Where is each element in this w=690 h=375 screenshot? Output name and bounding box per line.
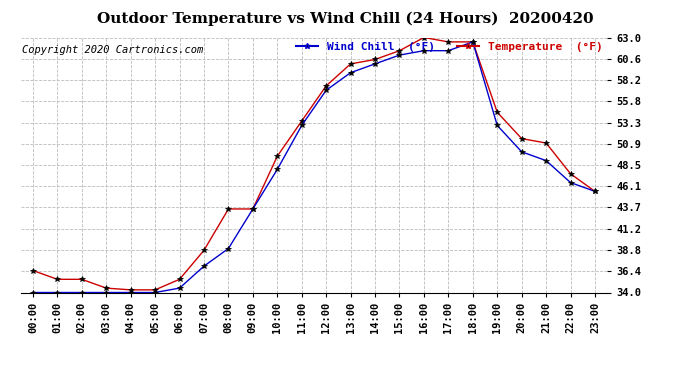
Text: Outdoor Temperature vs Wind Chill (24 Hours)  20200420: Outdoor Temperature vs Wind Chill (24 Ho… (97, 11, 593, 26)
Legend: Wind Chill  (°F), Temperature  (°F): Wind Chill (°F), Temperature (°F) (291, 38, 607, 56)
Text: Copyright 2020 Cartronics.com: Copyright 2020 Cartronics.com (22, 45, 203, 55)
